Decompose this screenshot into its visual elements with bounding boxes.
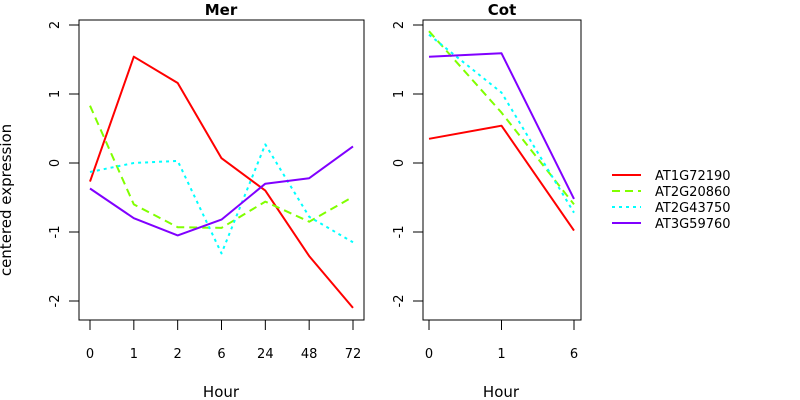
x-tick-label: 0 — [86, 347, 94, 362]
y-tick-label: 0 — [48, 159, 63, 167]
legend-item: AT3G59760 — [612, 217, 731, 232]
series-line-at3g59760 — [89, 145, 354, 237]
y-ticks-mer: -2 -1 0 1 2 — [48, 21, 79, 308]
legend: AT1G72190 AT2G20860 AT2G43750 AT3G59760 — [612, 169, 731, 232]
legend-item: AT1G72190 — [612, 169, 731, 184]
x-tick-label: 1 — [497, 347, 505, 362]
x-ticks-cot: 0 1 6 — [425, 320, 578, 362]
series-line-at1g72190 — [428, 124, 575, 232]
series-lines-cot — [428, 30, 575, 232]
panel-title-mer: Mer — [205, 1, 238, 19]
series-line-at2g43750 — [428, 33, 575, 214]
y-tick-label: 1 — [48, 90, 63, 98]
x-tick-label: 1 — [130, 347, 138, 362]
y-tick-label: 2 — [48, 21, 63, 29]
x-tick-label: 24 — [257, 347, 274, 362]
x-tick-label: 6 — [570, 347, 578, 362]
legend-item: AT2G43750 — [612, 201, 731, 216]
y-ticks-cot: -2 -1 0 1 2 — [392, 21, 423, 308]
series-line-at2g20860 — [428, 30, 575, 206]
legend-label: AT3G59760 — [655, 217, 731, 232]
x-tick-label: 72 — [345, 347, 362, 362]
x-tick-label: 48 — [301, 347, 318, 362]
x-tick-label: 6 — [217, 347, 225, 362]
y-tick-label: 1 — [392, 90, 407, 98]
legend-label: AT2G20860 — [655, 185, 731, 200]
x-ticks-mer: 0 1 2 6 24 48 72 — [86, 320, 361, 362]
series-line-at1g72190 — [89, 55, 354, 309]
legend-label: AT1G72190 — [655, 169, 731, 184]
panel-cot: Cot -2 -1 0 1 2 0 1 6 Hour — [392, 1, 582, 400]
y-tick-label: 2 — [392, 21, 407, 29]
x-axis-label-mer: Hour — [203, 383, 240, 400]
series-line-at2g20860 — [89, 105, 354, 229]
y-tick-label: -2 — [48, 295, 63, 308]
panel-mer: Mer -2 -1 0 1 2 0 1 2 6 24 48 72 Hour — [48, 1, 365, 400]
x-tick-label: 2 — [174, 347, 182, 362]
plot-frame-cot — [422, 19, 582, 321]
y-axis-label: centered expression — [0, 124, 15, 276]
y-tick-label: -1 — [392, 226, 407, 239]
y-tick-label: -2 — [392, 295, 407, 308]
panel-title-cot: Cot — [488, 1, 516, 19]
y-tick-label: -1 — [48, 226, 63, 239]
series-lines-mer — [89, 55, 354, 309]
legend-item: AT2G20860 — [612, 185, 731, 200]
series-line-at3g59760 — [428, 52, 575, 200]
y-tick-label: 0 — [392, 159, 407, 167]
legend-label: AT2G43750 — [655, 201, 731, 216]
x-tick-label: 0 — [425, 347, 433, 362]
series-line-at2g43750 — [89, 143, 354, 255]
x-axis-label-cot: Hour — [483, 383, 520, 400]
